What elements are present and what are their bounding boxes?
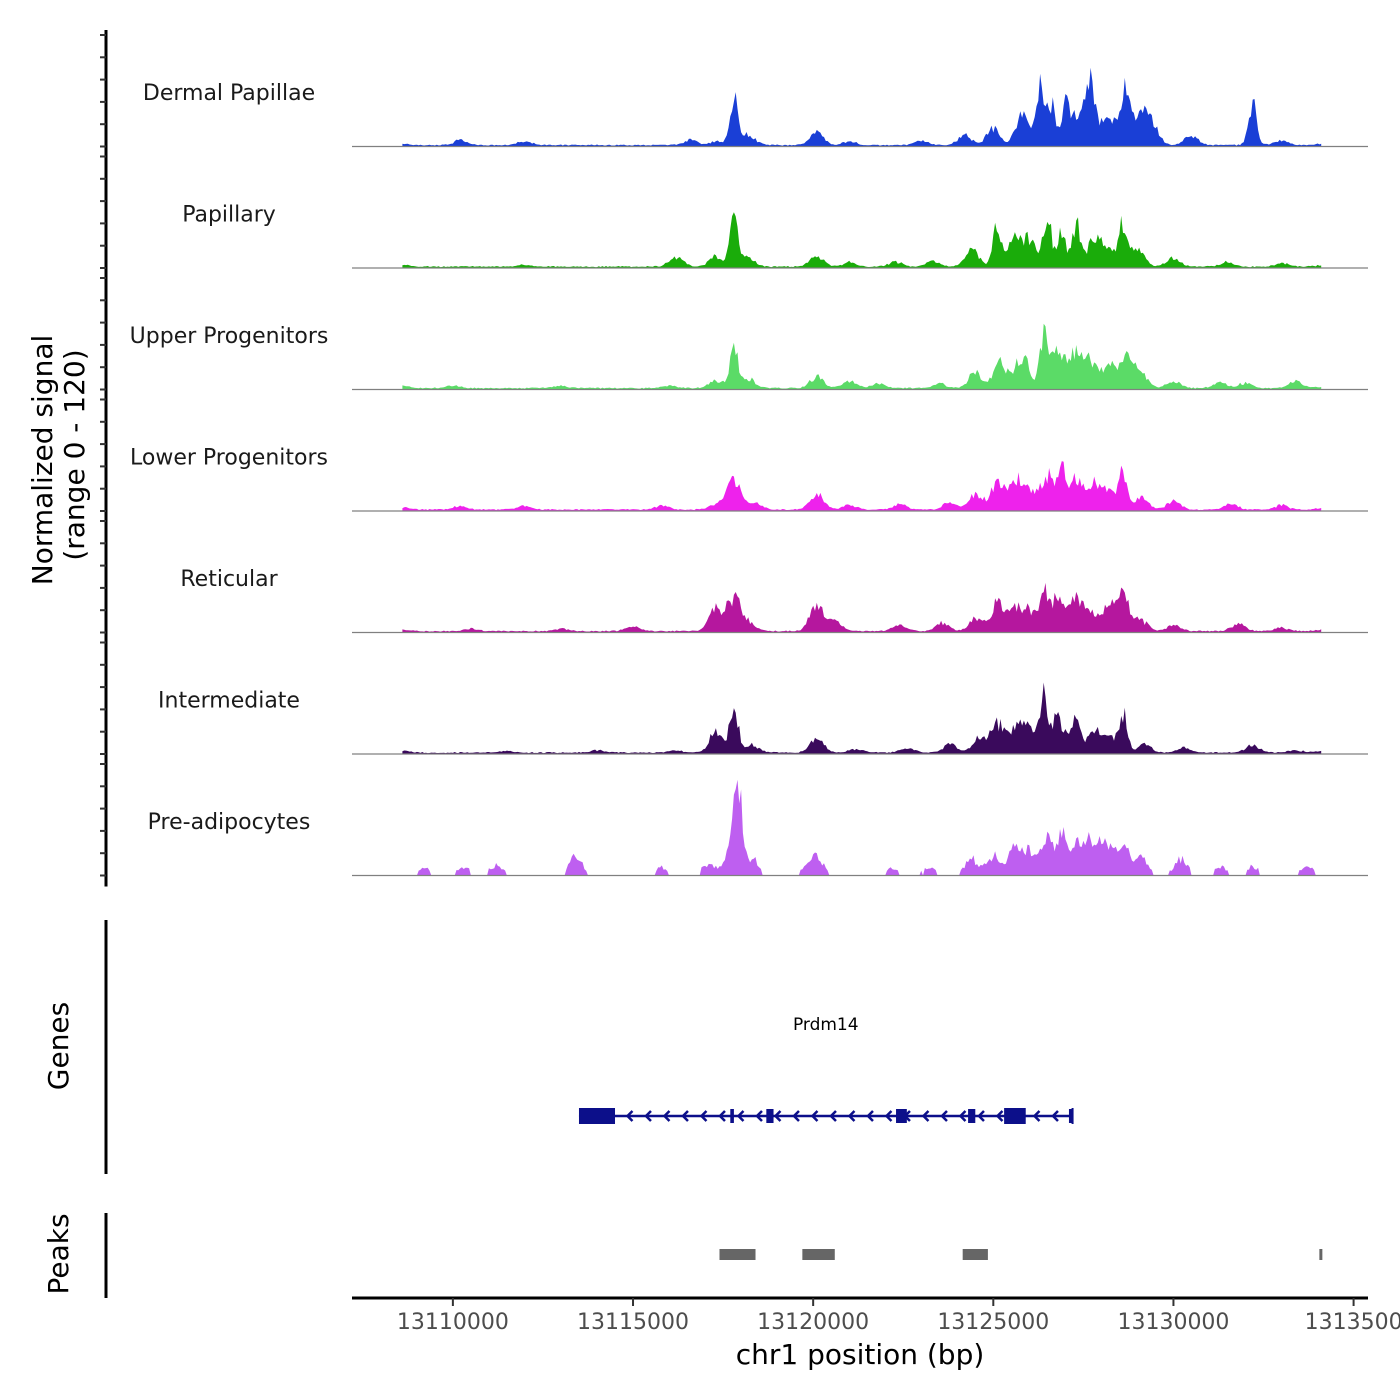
track-papillary: Papillary: [182, 203, 1368, 269]
gene-exon: [896, 1109, 907, 1123]
strand-arrow: [1051, 1110, 1059, 1122]
track-upper-progenitors: Upper Progenitors: [130, 323, 1368, 391]
strand-arrow: [995, 1110, 1004, 1122]
strand-arrow: [866, 1110, 874, 1122]
strand-arrow: [681, 1110, 689, 1122]
strand-arrow: [1032, 1110, 1041, 1122]
strand-arrow: [792, 1110, 800, 1122]
coverage-area: [402, 779, 1322, 876]
track-label: Lower Progenitors: [130, 446, 328, 471]
genes-panel-label: Genes: [42, 1002, 75, 1090]
y-axis: [100, 30, 108, 887]
x-tick-label: 13120000: [757, 1310, 869, 1335]
strand-arrow: [977, 1110, 985, 1122]
coverage-area: [402, 212, 1322, 268]
track-intermediate: Intermediate: [158, 682, 1368, 755]
gene-exon: [578, 1108, 616, 1124]
x-tick-label: 13110000: [397, 1310, 509, 1335]
strand-arrow: [921, 1110, 930, 1122]
strand-arrow: [940, 1110, 948, 1122]
gene-exon: [1068, 1109, 1073, 1123]
strand-arrow: [884, 1110, 893, 1122]
track-pre-adipocytes: Pre-adipocytes: [148, 779, 1368, 877]
strand-arrow: [699, 1110, 708, 1122]
track-label: Reticular: [180, 567, 278, 592]
x-tick-label: 13125000: [937, 1310, 1049, 1335]
track-label: Upper Progenitors: [130, 324, 329, 349]
gene-exon: [766, 1109, 774, 1123]
peak-region: [1319, 1249, 1323, 1260]
coverage-area: [402, 67, 1322, 147]
strand-arrow: [958, 1110, 967, 1122]
peak-region: [719, 1249, 756, 1260]
strand-arrow: [773, 1110, 782, 1122]
x-tick-label: 1313500: [1305, 1310, 1400, 1335]
strand-arrow: [755, 1110, 763, 1122]
gene-model: Prdm14: [578, 1015, 1074, 1124]
track-label: Dermal Papillae: [143, 81, 315, 106]
coverage-area: [402, 461, 1322, 511]
x-axis: chr1 position (bp) 13110000 13115000 13120…: [352, 1296, 1400, 1371]
coverage-area: [402, 582, 1322, 633]
strand-arrow: [736, 1110, 745, 1122]
strand-arrow: [829, 1110, 837, 1122]
track-label: Papillary: [182, 203, 276, 228]
gene-exon: [730, 1109, 734, 1123]
y-axis-title: Normalized signal (range 0 - 120): [26, 335, 91, 586]
strand-arrow: [718, 1110, 726, 1122]
genes-panel: Genes Prdm14: [42, 920, 1074, 1174]
x-axis-title: chr1 position (bp): [736, 1338, 985, 1371]
strand-arrow: [810, 1110, 819, 1122]
track-label: Intermediate: [158, 689, 300, 714]
x-tick-label: 13130000: [1117, 1310, 1229, 1335]
strand-arrow: [644, 1110, 652, 1122]
y-axis-title-line1: Normalized signal: [26, 335, 59, 586]
gene-exon: [1004, 1108, 1026, 1124]
gene-exon: [968, 1109, 976, 1123]
track-reticular: Reticular: [180, 567, 1368, 634]
y-axis-title-line2: (range 0 - 120): [58, 349, 91, 560]
coverage-area: [402, 323, 1322, 390]
gene-name-label: Prdm14: [793, 1015, 859, 1035]
coverage-area: [402, 682, 1322, 754]
peaks-panel-label: Peaks: [42, 1213, 75, 1294]
peaks-panel: Peaks: [42, 1213, 1323, 1298]
strand-arrow: [625, 1110, 634, 1122]
track-lower-progenitors: Lower Progenitors: [130, 446, 1368, 512]
track-dermal-papillae: Dermal Papillae: [143, 67, 1368, 148]
signal-tracks: Dermal Papillae Papillary Upper Progenitor…: [130, 67, 1368, 877]
track-label: Pre-adipocytes: [148, 810, 311, 835]
peak-region: [802, 1249, 835, 1260]
peak-region: [962, 1249, 988, 1260]
strand-arrow: [662, 1110, 671, 1122]
strand-arrow: [847, 1110, 856, 1122]
x-tick-label: 13115000: [577, 1310, 689, 1335]
